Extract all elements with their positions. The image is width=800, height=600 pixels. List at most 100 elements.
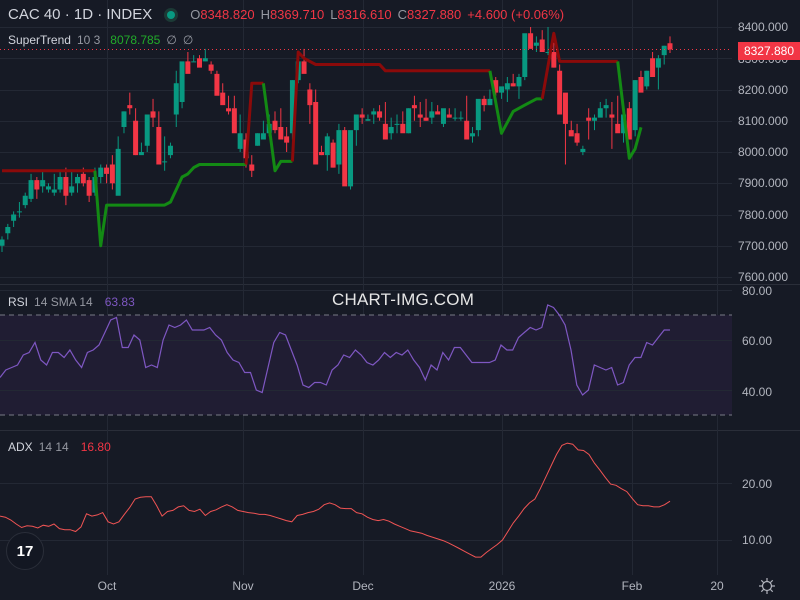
grid-line-horizontal (0, 277, 732, 278)
candle-body (104, 167, 110, 174)
price-tick: 8200.000 (737, 83, 788, 97)
supertrend-line (93, 163, 246, 248)
price-tick: 7800.000 (737, 208, 788, 222)
candle-body (75, 177, 81, 184)
open-value: 8348.820 (200, 7, 255, 22)
candle-body (510, 83, 516, 87)
candle-body (336, 130, 342, 165)
last-price-tag: 8327.880 (737, 42, 800, 60)
grid-line-horizontal (0, 390, 732, 391)
candle-body (313, 102, 319, 165)
tradingview-logo-icon[interactable]: 17 (6, 532, 44, 570)
grid-line-horizontal (0, 215, 732, 216)
grid-line-horizontal (0, 483, 732, 484)
candle-body (603, 105, 609, 109)
candle-body (121, 111, 127, 127)
candle-body (208, 64, 214, 71)
price-tick: 8000.000 (737, 145, 788, 159)
supertrend-line (616, 61, 643, 160)
grid-line-horizontal (0, 246, 732, 247)
adx-line (0, 442, 671, 558)
time-tick: Oct (97, 579, 117, 593)
candle-body (173, 83, 179, 115)
candle-body (16, 211, 22, 213)
time-tick: Nov (232, 579, 254, 593)
rsi-params: 14 SMA 14 (34, 295, 93, 309)
candle-body (191, 61, 197, 63)
watermark: CHART-IMG.COM (332, 290, 475, 309)
high-label: H (260, 7, 270, 22)
candle-body (318, 152, 324, 156)
candle-body (115, 148, 121, 196)
candle-body (638, 77, 644, 93)
candle-body (330, 142, 336, 168)
candle-body (34, 180, 40, 190)
candle-body (138, 152, 144, 156)
grid-line-horizontal (0, 121, 732, 122)
candle-body (423, 117, 429, 121)
candle-body (516, 77, 522, 87)
adx-tick: 10.00 (741, 533, 772, 547)
candle-body (539, 39, 545, 52)
candle-body (348, 130, 354, 187)
price-tick: 7600.000 (737, 270, 788, 284)
supertrend-legend[interactable]: SuperTrend 10 3 8078.785 ∅ ∅ (8, 33, 193, 47)
candle-body (359, 114, 365, 118)
grid-line-vertical (717, 0, 718, 575)
candle-body (493, 80, 499, 93)
symbol-title[interactable]: CAC 40 · 1D · INDEX (8, 6, 153, 23)
open-label: O (190, 7, 201, 22)
time-tick: 20 (710, 579, 724, 593)
candle-body (86, 180, 92, 196)
candle-body (196, 58, 202, 68)
candle-body (429, 111, 435, 118)
candle-body (220, 92, 226, 106)
candle-body (382, 123, 388, 140)
change-value: +4.600 (+0.06%) (467, 7, 565, 22)
adx-name: ADX (8, 440, 33, 454)
candle-body (626, 108, 632, 140)
supertrend-line (261, 83, 293, 173)
candle-body (109, 164, 115, 184)
adx-legend[interactable]: ADX 14 14 16.80 (8, 440, 111, 454)
rsi-value: 63.83 (104, 295, 135, 309)
candle-body (440, 108, 446, 124)
candle-body (435, 111, 441, 115)
candle-body (365, 119, 371, 121)
high-value: 8369.710 (269, 7, 325, 22)
candle-body (45, 186, 51, 190)
grid-line-vertical (363, 0, 364, 575)
settings-gear-icon[interactable] (758, 577, 776, 595)
candle-body (324, 136, 330, 156)
candle-body (353, 114, 359, 131)
candle-body (144, 114, 150, 146)
candle-body (411, 105, 417, 109)
candle-body (417, 114, 423, 118)
candle-body (150, 111, 156, 118)
supertrend-empty-1: ∅ (166, 33, 177, 47)
supertrend-line (290, 50, 490, 162)
candle-body (237, 133, 243, 149)
grid-line-vertical (632, 0, 633, 575)
rsi-tick: 40.00 (741, 385, 772, 399)
candle-body (591, 117, 597, 121)
low-label: L (330, 7, 338, 22)
candle-body (11, 214, 17, 221)
grid-line-horizontal (0, 58, 732, 59)
candle-body (580, 148, 586, 152)
rsi-legend[interactable]: RSI 14 SMA 14 63.83 (8, 295, 135, 309)
time-tick: Feb (621, 579, 643, 593)
candle-body (533, 42, 539, 46)
candle-body (487, 98, 493, 106)
grid-line-vertical (243, 0, 244, 575)
candle-body (307, 89, 313, 106)
grid-line-horizontal (0, 90, 732, 91)
candle-body (249, 164, 255, 171)
supertrend-empty-2: ∅ (182, 33, 194, 47)
low-value: 8316.610 (337, 7, 392, 22)
rsi-band-background (0, 315, 732, 415)
supertrend-line (488, 70, 543, 135)
adx-params: 14 14 (38, 440, 69, 454)
candle-body (470, 133, 476, 137)
